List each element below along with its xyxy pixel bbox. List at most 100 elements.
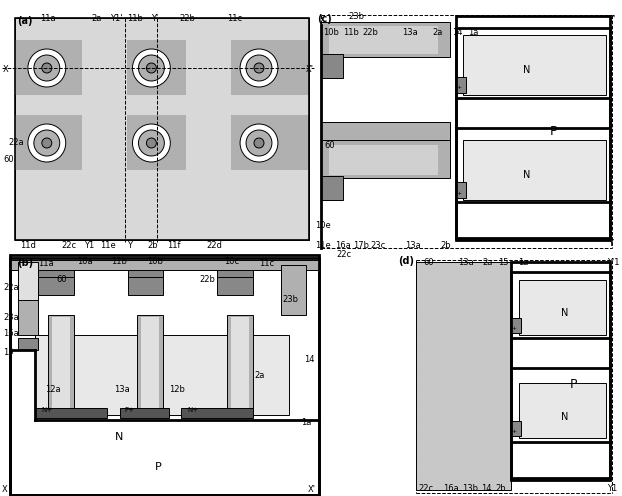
Circle shape [254, 63, 264, 73]
Text: 2b: 2b [147, 241, 158, 250]
Bar [35, 408, 106, 418]
Text: 22c: 22c [62, 241, 77, 250]
Text: (d): (d) [399, 256, 414, 266]
Text: 22c: 22c [337, 250, 352, 259]
Circle shape [132, 49, 170, 87]
Bar [137, 315, 164, 415]
Circle shape [146, 63, 156, 73]
Text: N: N [561, 308, 568, 318]
Bar [416, 262, 511, 490]
Text: 22b: 22b [179, 14, 195, 23]
Text: 22b: 22b [199, 275, 215, 284]
Bar [15, 115, 309, 170]
Text: P+: P+ [454, 191, 462, 196]
Bar [186, 115, 231, 170]
Bar [38, 275, 74, 295]
Text: N+: N+ [187, 407, 198, 413]
Text: 60: 60 [424, 258, 434, 267]
Text: 60: 60 [57, 275, 67, 284]
Text: X: X [3, 65, 9, 74]
Text: P+: P+ [454, 85, 462, 90]
Text: 22d: 22d [206, 241, 222, 250]
Bar [519, 383, 606, 438]
Text: Y: Y [128, 241, 132, 250]
Text: 16a: 16a [3, 329, 19, 338]
Text: Y': Y' [151, 14, 159, 23]
Text: N+: N+ [42, 407, 53, 413]
Text: 1a: 1a [301, 418, 311, 427]
Bar [15, 18, 309, 240]
Text: 22b: 22b [363, 28, 378, 37]
Bar [48, 315, 74, 415]
Text: 10c: 10c [224, 257, 239, 266]
Text: 15: 15 [3, 348, 14, 357]
Bar [511, 262, 610, 480]
Text: N: N [561, 412, 568, 422]
Text: 2a: 2a [91, 14, 102, 23]
Bar [18, 262, 38, 300]
Text: 2a: 2a [482, 258, 493, 267]
Bar [328, 145, 439, 175]
Bar [456, 182, 466, 198]
Bar [35, 335, 289, 415]
Text: 10b: 10b [323, 28, 338, 37]
Text: N: N [114, 432, 123, 442]
Text: Y': Y' [608, 15, 615, 24]
Bar [52, 317, 70, 412]
Text: 11b: 11b [128, 14, 144, 23]
Text: X: X [2, 485, 7, 494]
Text: (b): (b) [17, 258, 33, 268]
Text: 12a: 12a [45, 385, 60, 394]
Text: 11e: 11e [315, 241, 330, 250]
Bar [456, 77, 466, 93]
Text: 1a: 1a [518, 258, 528, 267]
Circle shape [146, 138, 156, 148]
Circle shape [28, 124, 66, 162]
Text: 13b: 13b [462, 484, 478, 493]
Bar [511, 318, 521, 333]
Bar [18, 338, 38, 350]
Text: 11b: 11b [343, 28, 358, 37]
Text: 11e: 11e [100, 241, 115, 250]
Circle shape [34, 130, 60, 156]
Bar [227, 315, 253, 415]
Text: 22a: 22a [3, 283, 19, 292]
Bar [15, 40, 309, 95]
Bar [321, 140, 450, 178]
Circle shape [246, 55, 272, 81]
Bar [456, 16, 610, 240]
Circle shape [42, 63, 52, 73]
Bar [81, 115, 126, 170]
Bar [463, 140, 606, 200]
Text: P: P [570, 378, 577, 391]
Bar [10, 255, 318, 495]
Text: (a): (a) [17, 16, 32, 26]
Text: 2a: 2a [432, 28, 443, 37]
Text: 13a: 13a [402, 28, 418, 37]
Bar [81, 40, 126, 95]
Text: 17b: 17b [353, 241, 369, 250]
Text: 23b: 23b [349, 12, 364, 21]
Circle shape [254, 138, 264, 148]
Text: P+: P+ [124, 407, 134, 413]
Circle shape [42, 138, 52, 148]
Text: Y1: Y1 [606, 484, 617, 493]
Circle shape [240, 49, 278, 87]
Bar [119, 408, 169, 418]
Text: 11b: 11b [111, 257, 128, 266]
Text: 10b: 10b [147, 257, 164, 266]
Bar [186, 40, 231, 95]
Text: P: P [154, 462, 161, 472]
Text: 2b: 2b [495, 484, 506, 493]
Bar [321, 54, 343, 78]
Text: 2a: 2a [254, 371, 264, 380]
Text: 11c: 11c [259, 259, 274, 268]
Text: 13a: 13a [114, 385, 130, 394]
Bar [321, 176, 343, 200]
Bar [321, 122, 450, 140]
Bar [128, 269, 164, 277]
Circle shape [28, 49, 66, 87]
Bar [38, 269, 74, 277]
Text: N: N [523, 65, 531, 75]
Circle shape [34, 55, 60, 81]
